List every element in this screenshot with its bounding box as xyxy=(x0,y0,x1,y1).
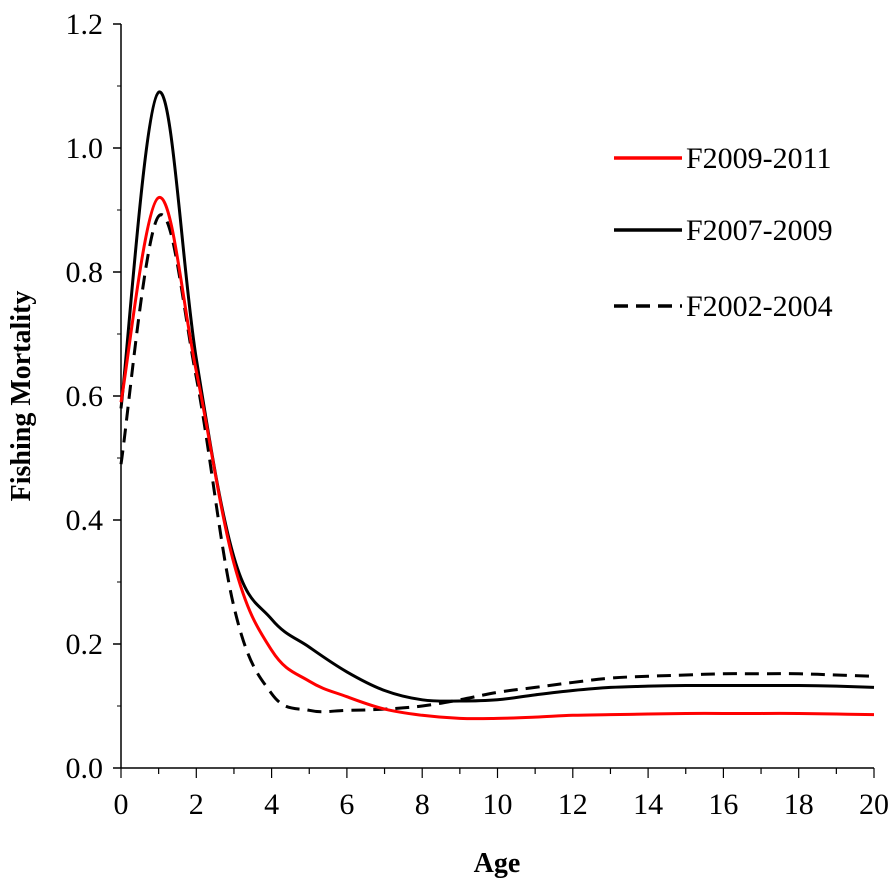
legend-label: F2007-2009 xyxy=(686,214,833,247)
legend-label: F2002-2004 xyxy=(686,290,833,323)
x-tick-label: 20 xyxy=(859,788,888,821)
series-lines xyxy=(119,90,875,721)
x-tick-label: 4 xyxy=(264,788,279,821)
y-tick-label: 1.2 xyxy=(66,8,104,41)
x-tick-label: 14 xyxy=(633,788,663,821)
y-tick-label: 0.0 xyxy=(66,752,104,785)
x-tick-label: 0 xyxy=(114,788,129,821)
series-line-F2009-2011 xyxy=(119,196,875,721)
y-tick-label: 0.8 xyxy=(66,256,104,289)
x-tick-label: 10 xyxy=(483,788,513,821)
x-tick-label: 16 xyxy=(708,788,738,821)
legend-label: F2009-2011 xyxy=(686,142,832,175)
y-axis-title: Fishing Mortality xyxy=(6,291,37,502)
x-tick-label: 2 xyxy=(189,788,204,821)
axes: 0.0 0.2 0.4 0.6 0.8 1.0 1.2 0 2 4 6 8 10 12 14 16 18 20 xyxy=(66,8,888,821)
y-tick-label: 0.6 xyxy=(66,380,104,413)
legend: F2009-2011 F2007-2009 F2002-2004 xyxy=(614,142,833,323)
series-line-F2007-2009 xyxy=(119,90,875,703)
x-tick-label: 8 xyxy=(415,788,430,821)
x-axis-title: Age xyxy=(474,848,521,879)
x-tick-label: 6 xyxy=(339,788,354,821)
y-tick-label: 0.2 xyxy=(66,628,104,661)
y-tick-label: 0.4 xyxy=(66,504,104,537)
y-tick-label: 1.0 xyxy=(66,132,104,165)
x-tick-label: 18 xyxy=(784,788,814,821)
x-tick-label: 12 xyxy=(558,788,588,821)
